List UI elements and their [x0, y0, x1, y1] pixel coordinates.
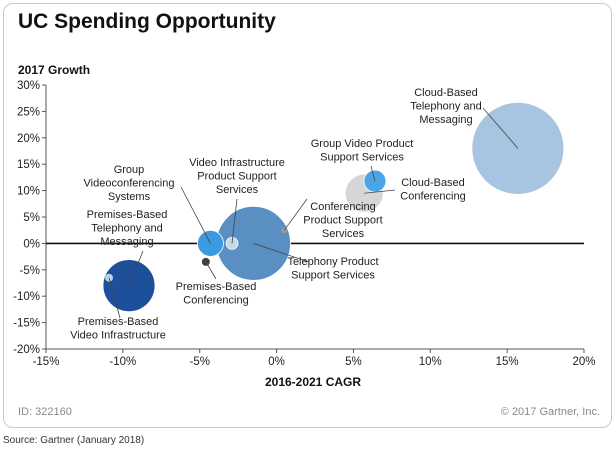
- chart-title: UC Spending Opportunity: [18, 10, 276, 33]
- x-tick-label: 20%: [572, 356, 595, 368]
- x-axis-label: 2016-2021 CAGR: [264, 375, 362, 389]
- x-tick-label: -10%: [109, 356, 136, 368]
- y-tick-label: -10%: [13, 291, 40, 303]
- bubble-label: Premises-Based Conferencing: [176, 281, 257, 307]
- leader-line: [283, 198, 308, 231]
- leader-line: [482, 107, 519, 149]
- document-id: ID: 322160: [18, 406, 72, 418]
- x-tick-label: -5%: [189, 356, 209, 368]
- leader-line: [253, 243, 310, 263]
- source-note: Source: Gartner (January 2018): [3, 435, 145, 446]
- y-tick-label: 0%: [23, 238, 40, 250]
- y-tick-label: 30%: [17, 80, 40, 92]
- y-tick-label: 20%: [17, 133, 40, 145]
- bubble-label: Video Infrastructure Product Support Servi…: [189, 157, 285, 196]
- leader-line: [205, 261, 217, 280]
- bubble-label: Premises-Based Telephony and Messaging: [87, 209, 168, 248]
- bubble-label: Telephony Product Support Services: [287, 256, 378, 282]
- y-tick-label: 5%: [23, 212, 40, 224]
- y-tick-label: -5%: [20, 265, 40, 277]
- bubble-label: Group Videoconferencing Systems: [84, 164, 175, 203]
- y-tick-label: -15%: [13, 318, 40, 330]
- y-axis-label: 2017 Growth: [18, 63, 91, 77]
- leader-line: [231, 198, 238, 244]
- y-tick-label: 10%: [17, 186, 40, 198]
- bubble-label: Premises-Based Video Infrastructure: [70, 316, 166, 342]
- y-tick-label: -20%: [13, 344, 40, 356]
- chart-card: [3, 3, 612, 428]
- leader-line: [364, 189, 396, 194]
- bubble-label: Group Video Product Support Services: [311, 138, 414, 164]
- leader-line: [128, 250, 144, 286]
- x-tick-label: 15%: [496, 356, 519, 368]
- x-tick-label: 5%: [345, 356, 362, 368]
- x-tick-label: 0%: [268, 356, 285, 368]
- leader-line: [370, 165, 376, 182]
- leader-line: [108, 277, 121, 319]
- x-tick-label: 10%: [419, 356, 442, 368]
- bubble-label: Cloud-Based Telephony and Messaging: [410, 87, 482, 126]
- copyright-notice: © 2017 Gartner, Inc.: [500, 406, 600, 418]
- leader-line: [180, 186, 211, 244]
- y-tick-label: 25%: [17, 106, 40, 118]
- bubble-label: Cloud-Based Conferencing: [400, 177, 465, 203]
- bubble-label: Conferencing Product Support Services: [303, 201, 383, 240]
- y-tick-label: 15%: [17, 159, 40, 171]
- x-tick-label: -15%: [33, 356, 60, 368]
